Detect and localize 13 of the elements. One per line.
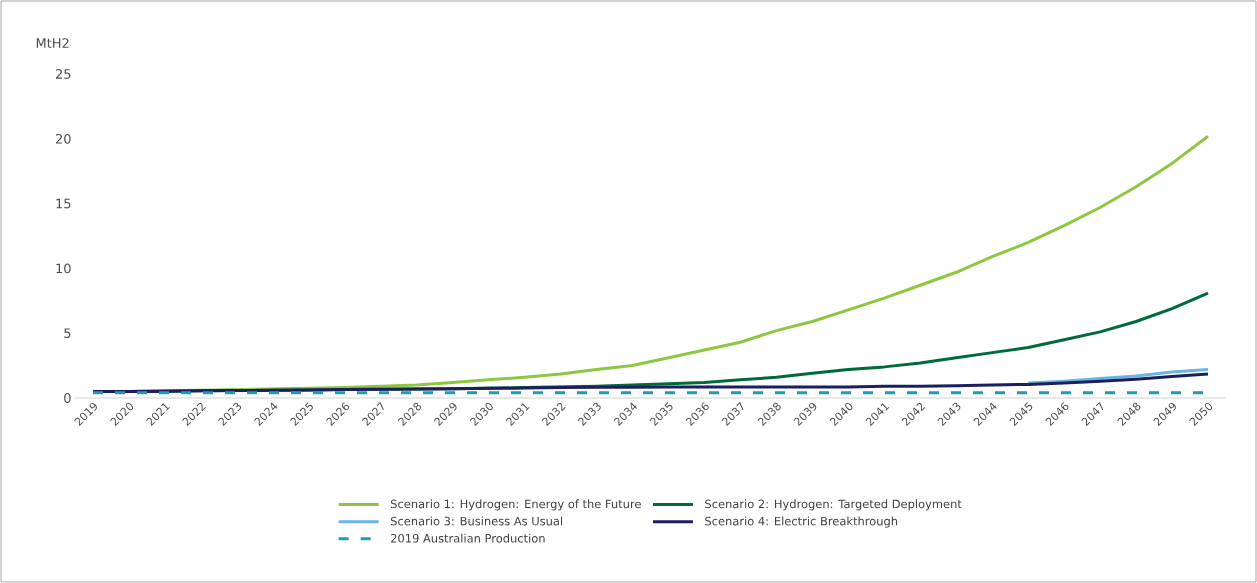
y-tick-label: 25 bbox=[55, 69, 71, 79]
y-axis-title: MtH2 bbox=[36, 38, 69, 48]
y-tick-label: 10 bbox=[56, 263, 71, 274]
legend-label: 2019 Australian Production bbox=[391, 533, 545, 543]
y-tick-label: 15 bbox=[56, 198, 71, 209]
line-series bbox=[1026, 367, 1210, 385]
y-tick-label: 20 bbox=[55, 133, 71, 144]
legend-label: Scenario 3: Business As Usual bbox=[390, 516, 563, 526]
legend-label: Scenario 1: Hydrogen: Energy of the Future bbox=[390, 499, 641, 511]
y-tick-label: 5 bbox=[64, 328, 71, 338]
legend-label: Scenario 4: Electric Breakthrough bbox=[705, 516, 898, 528]
y-tick-label: 0 bbox=[64, 393, 71, 403]
legend-label: Scenario 2: Hydrogen: Targeted Deployment bbox=[705, 499, 962, 511]
